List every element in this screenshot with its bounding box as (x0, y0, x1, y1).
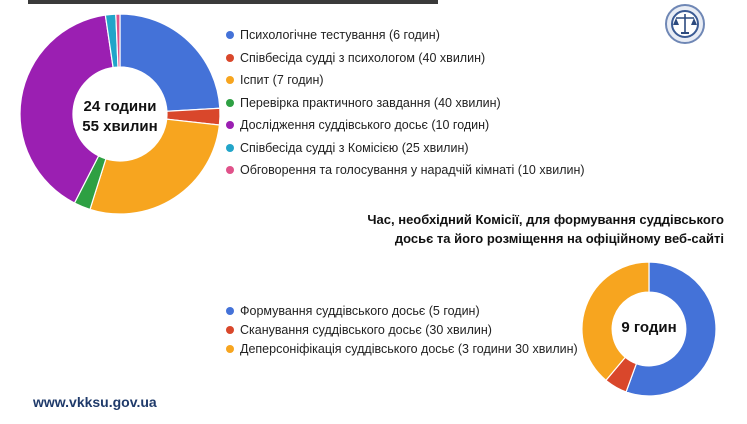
legend-swatch (226, 325, 234, 334)
legend-swatch (226, 121, 234, 130)
legend-label: Формування суддівського досьє (5 годин) (240, 303, 480, 318)
legend-swatch (226, 344, 234, 353)
center-label-line-1: 9 годин (621, 319, 677, 336)
legend-item: Деперсоніфікація суддівського досьє (3 г… (226, 339, 578, 358)
legend-swatch (226, 143, 234, 152)
legend-swatch (226, 166, 234, 175)
header-strip (28, 0, 438, 4)
legend-item: Співбесіда судді з психологом (40 хвилин… (226, 47, 585, 70)
donut-1-slice-7 (115, 13, 121, 68)
center-label-line-2: 55 хвилин (82, 118, 158, 135)
legend-chart-1: Психологічне тестування (6 годин) Співбес… (226, 24, 585, 182)
chart-2-title-line-1: Час, необхідний Комісії, для формування … (367, 212, 724, 227)
donut-chart-2 (581, 261, 717, 397)
site-url[interactable]: www.vkksu.gov.ua (33, 394, 157, 410)
legend-item: Сканування суддівського досьє (30 хвилин… (226, 320, 578, 339)
donut-1-slice-1 (119, 13, 221, 112)
center-label-line-1: 24 години (83, 98, 157, 115)
legend-item: Перевірка практичного завдання (40 хвили… (226, 92, 585, 115)
legend-label: Дослідження суддівського досьє (10 годин… (240, 118, 490, 133)
legend-item: Психологічне тестування (6 годин) (226, 24, 585, 47)
chart-2-title: Час, необхідний Комісії, для формування … (330, 210, 724, 248)
legend-label: Обговорення та голосування у нарадчій кі… (240, 163, 585, 178)
legend-swatch (226, 98, 234, 107)
legend-item: Обговорення та голосування у нарадчій кі… (226, 159, 585, 182)
legend-label: Співбесіда судді з Комісією (25 хвилин) (240, 140, 469, 155)
legend-label: Психологічне тестування (6 годин) (240, 28, 440, 43)
donut-1-center-label: 24 години 55 хвилин (60, 97, 180, 137)
legend-label: Іспит (7 годин) (240, 73, 324, 88)
legend-item: Іспит (7 годин) (226, 69, 585, 92)
donut-2-slice-3 (581, 261, 650, 382)
legend-item: Співбесіда судді з Комісією (25 хвилин) (226, 137, 585, 160)
donut-1-slice-3 (89, 118, 221, 215)
donut-chart-1 (19, 13, 221, 215)
legend-item: Дослідження суддівського досьє (10 годин… (226, 114, 585, 137)
legend-swatch (226, 31, 234, 40)
legend-label: Деперсоніфікація суддівського досьє (3 г… (240, 341, 578, 356)
legend-swatch (226, 53, 234, 62)
legend-label: Співбесіда судді з психологом (40 хвилин… (240, 50, 486, 65)
legend-label: Сканування суддівського досьє (30 хвилин… (240, 322, 492, 337)
judicial-emblem-icon (665, 4, 705, 44)
chart-2-title-line-2: досьє та його розміщення на офіційному в… (394, 231, 724, 246)
legend-label: Перевірка практичного завдання (40 хвили… (240, 95, 501, 110)
legend-chart-2: Формування суддівського досьє (5 годин) С… (226, 301, 578, 358)
donut-1-slice-5 (19, 14, 114, 204)
legend-swatch (226, 76, 234, 85)
legend-item: Формування суддівського досьє (5 годин) (226, 301, 578, 320)
donut-2-slice-1 (625, 261, 717, 397)
donut-2-center-label: 9 годин (609, 318, 689, 338)
legend-swatch (226, 306, 234, 315)
